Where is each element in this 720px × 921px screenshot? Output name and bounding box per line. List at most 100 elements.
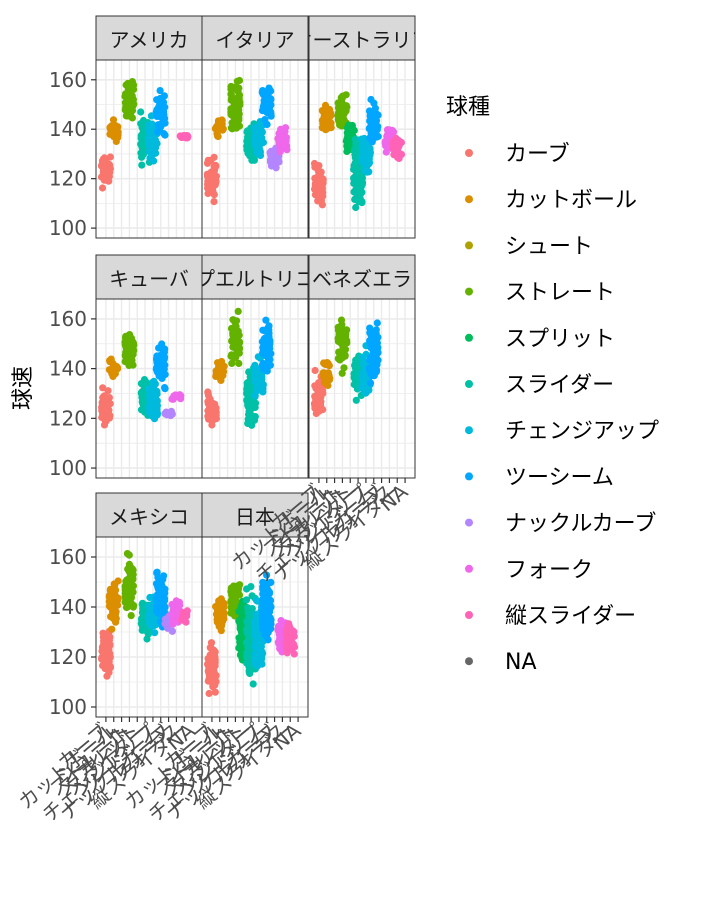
data-point: [258, 617, 266, 625]
data-point: [352, 396, 360, 404]
data-point: [358, 198, 366, 206]
data-point: [217, 627, 225, 635]
data-point: [211, 648, 219, 656]
data-point: [138, 161, 146, 169]
data-point: [98, 184, 107, 192]
data-point: [160, 130, 168, 138]
data-point: [234, 589, 242, 597]
data-point: [149, 150, 157, 158]
data-point: [217, 375, 225, 383]
y-tick-label: 140: [49, 117, 87, 141]
data-point: [122, 603, 131, 612]
data-point: [155, 98, 164, 106]
data-point: [207, 173, 215, 181]
data-point: [374, 343, 382, 352]
data-point: [261, 116, 269, 124]
data-point: [355, 170, 363, 178]
y-tick-label: 120: [49, 167, 87, 191]
data-point: [109, 116, 118, 124]
data-point: [153, 597, 161, 605]
data-point: [259, 590, 267, 598]
data-point: [360, 143, 368, 151]
data-point: [114, 594, 122, 602]
data-point: [392, 144, 401, 152]
legend-swatch: [465, 472, 473, 481]
data-point: [360, 361, 368, 369]
data-point: [235, 331, 243, 339]
data-point: [209, 660, 218, 669]
data-point: [251, 618, 259, 626]
panel-border: [201, 59, 309, 239]
data-point: [262, 316, 270, 324]
data-point: [259, 583, 267, 591]
data-point: [343, 326, 351, 334]
data-point: [228, 359, 236, 367]
data-point: [358, 188, 366, 196]
data-point: [259, 87, 267, 95]
data-point: [211, 688, 219, 696]
data-point: [104, 652, 112, 660]
facet-strip-label: プエルトリコ: [195, 267, 315, 291]
data-point: [368, 342, 376, 351]
data-point: [323, 112, 331, 120]
legend-label: カーブ: [505, 142, 570, 167]
panel-border: [308, 298, 416, 479]
data-point: [365, 159, 373, 167]
data-point: [153, 128, 162, 136]
legend-item: スライダー: [465, 373, 614, 398]
data-point: [344, 132, 352, 140]
facet-strip-label: オーストラリア: [293, 28, 432, 52]
legend-item: フォーク: [465, 558, 593, 583]
facet-panel: オーストラリア: [293, 15, 432, 239]
data-point: [157, 111, 165, 119]
data-point: [206, 185, 214, 193]
facet-strip: [308, 15, 416, 61]
data-point: [265, 588, 274, 596]
data-point: [265, 104, 273, 113]
data-point: [267, 620, 275, 628]
facet-strip: [201, 15, 309, 61]
legend-item: チェンジアップ: [465, 419, 659, 444]
data-point: [260, 607, 268, 615]
data-point: [229, 330, 238, 338]
data-point: [264, 626, 272, 635]
data-point: [337, 330, 345, 339]
data-point: [235, 76, 244, 85]
data-point: [212, 411, 220, 419]
data-point: [155, 355, 163, 363]
data-point: [227, 108, 235, 116]
data-point: [128, 114, 136, 122]
data-point: [368, 124, 376, 132]
data-point: [146, 606, 154, 614]
data-point: [158, 362, 166, 370]
data-point: [265, 95, 273, 103]
data-point: [261, 366, 269, 374]
data-point: [214, 132, 222, 140]
data-point: [228, 351, 236, 359]
data-point: [280, 140, 288, 148]
data-point: [234, 307, 242, 315]
data-point: [110, 370, 118, 378]
data-point: [106, 358, 114, 366]
data-point: [220, 362, 228, 370]
legend-swatch: [465, 518, 473, 527]
data-point: [126, 331, 134, 339]
data-point: [336, 101, 344, 109]
data-point: [247, 583, 255, 591]
data-point: [263, 571, 271, 579]
data-point: [99, 629, 107, 637]
data-point: [233, 317, 241, 325]
legend-swatch: [465, 564, 473, 573]
data-point: [219, 611, 227, 620]
data-point: [137, 380, 145, 388]
data-point: [367, 95, 375, 104]
data-point: [254, 149, 262, 157]
data-point: [370, 365, 378, 373]
facet-panel: イタリア: [201, 15, 309, 239]
y-tick-label: 160: [49, 307, 87, 331]
data-point: [153, 387, 161, 395]
data-point: [100, 421, 109, 429]
data-point: [289, 627, 297, 635]
